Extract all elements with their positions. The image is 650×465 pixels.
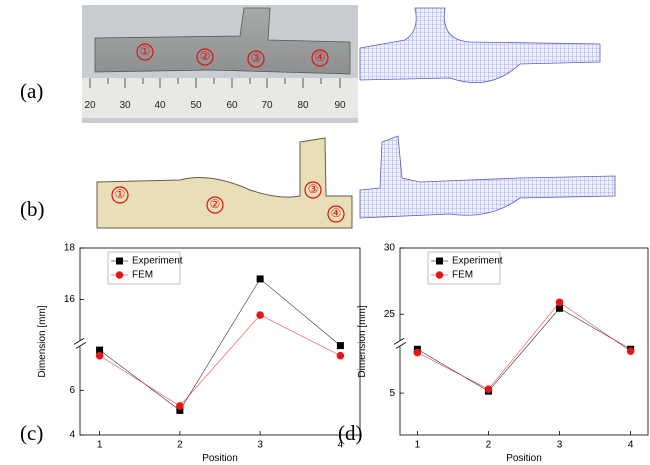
marker-number: ② <box>200 49 211 63</box>
x-tick-label: 4 <box>338 440 344 451</box>
legend-symbol <box>436 258 443 265</box>
mesh-b <box>360 136 615 218</box>
ruler-label: 80 <box>297 100 309 111</box>
series-line <box>417 302 630 389</box>
y-tick-label: 5 <box>389 388 395 399</box>
data-point <box>96 352 104 360</box>
x-axis-label: Position <box>202 453 238 464</box>
legend-label: Experiment <box>452 256 503 267</box>
ruler-label: 70 <box>261 100 273 111</box>
mesh-a <box>360 8 600 83</box>
ruler-label: 40 <box>154 100 166 111</box>
marker-number: ④ <box>315 50 326 64</box>
legend-label: FEM <box>132 270 153 281</box>
data-point <box>176 402 184 410</box>
y-tick-label: 16 <box>64 294 76 305</box>
data-point <box>485 385 493 393</box>
data-point <box>414 349 422 357</box>
data-point <box>256 311 264 319</box>
marker-number: ① <box>115 187 126 201</box>
y-tick-label: 30 <box>384 243 396 254</box>
marker-number: ① <box>140 44 151 58</box>
x-tick-label: 2 <box>486 440 492 451</box>
y-axis-label: Dimension [mm] <box>37 305 48 377</box>
series-line <box>100 279 341 410</box>
data-point <box>257 275 264 282</box>
series-line <box>100 315 341 406</box>
marker-number: ③ <box>308 182 319 196</box>
figure: (a)(b)(c)(d)2030405060708090①②③④①②③④4616… <box>0 0 650 465</box>
marker-number: ④ <box>331 206 342 220</box>
x-tick-label: 3 <box>257 440 263 451</box>
panel-label: (a) <box>20 79 43 103</box>
marker-number: ③ <box>251 51 262 65</box>
ruler-label: 50 <box>190 100 202 111</box>
series-line <box>417 308 630 391</box>
legend-symbol <box>116 271 124 279</box>
ruler-label: 60 <box>226 100 238 111</box>
data-point <box>627 347 635 355</box>
ruler-label: 20 <box>84 100 96 111</box>
x-tick-label: 1 <box>97 440 103 451</box>
y-tick-label: 18 <box>64 243 76 254</box>
x-axis-label: Position <box>506 453 542 464</box>
ruler-label: 90 <box>334 100 346 111</box>
data-point <box>337 352 345 360</box>
x-tick-label: 1 <box>415 440 421 451</box>
marker-number: ② <box>210 197 221 211</box>
data-point <box>556 299 564 307</box>
ruler-label: 30 <box>119 100 131 111</box>
legend-symbol <box>116 258 123 265</box>
legend-symbol <box>436 271 444 279</box>
x-tick-label: 4 <box>628 440 634 451</box>
y-tick-label: 4 <box>69 430 75 441</box>
panel-label: (c) <box>20 421 43 445</box>
ruler <box>82 78 358 118</box>
legend-label: Experiment <box>132 256 183 267</box>
data-point <box>337 342 344 349</box>
y-tick-label: 25 <box>384 309 396 320</box>
y-tick-label: 6 <box>69 385 75 396</box>
y-axis-label: Dimension [mm] <box>357 305 368 377</box>
x-tick-label: 3 <box>557 440 563 451</box>
panel-label: (b) <box>20 197 45 221</box>
x-tick-label: 2 <box>177 440 183 451</box>
legend-label: FEM <box>452 270 473 281</box>
